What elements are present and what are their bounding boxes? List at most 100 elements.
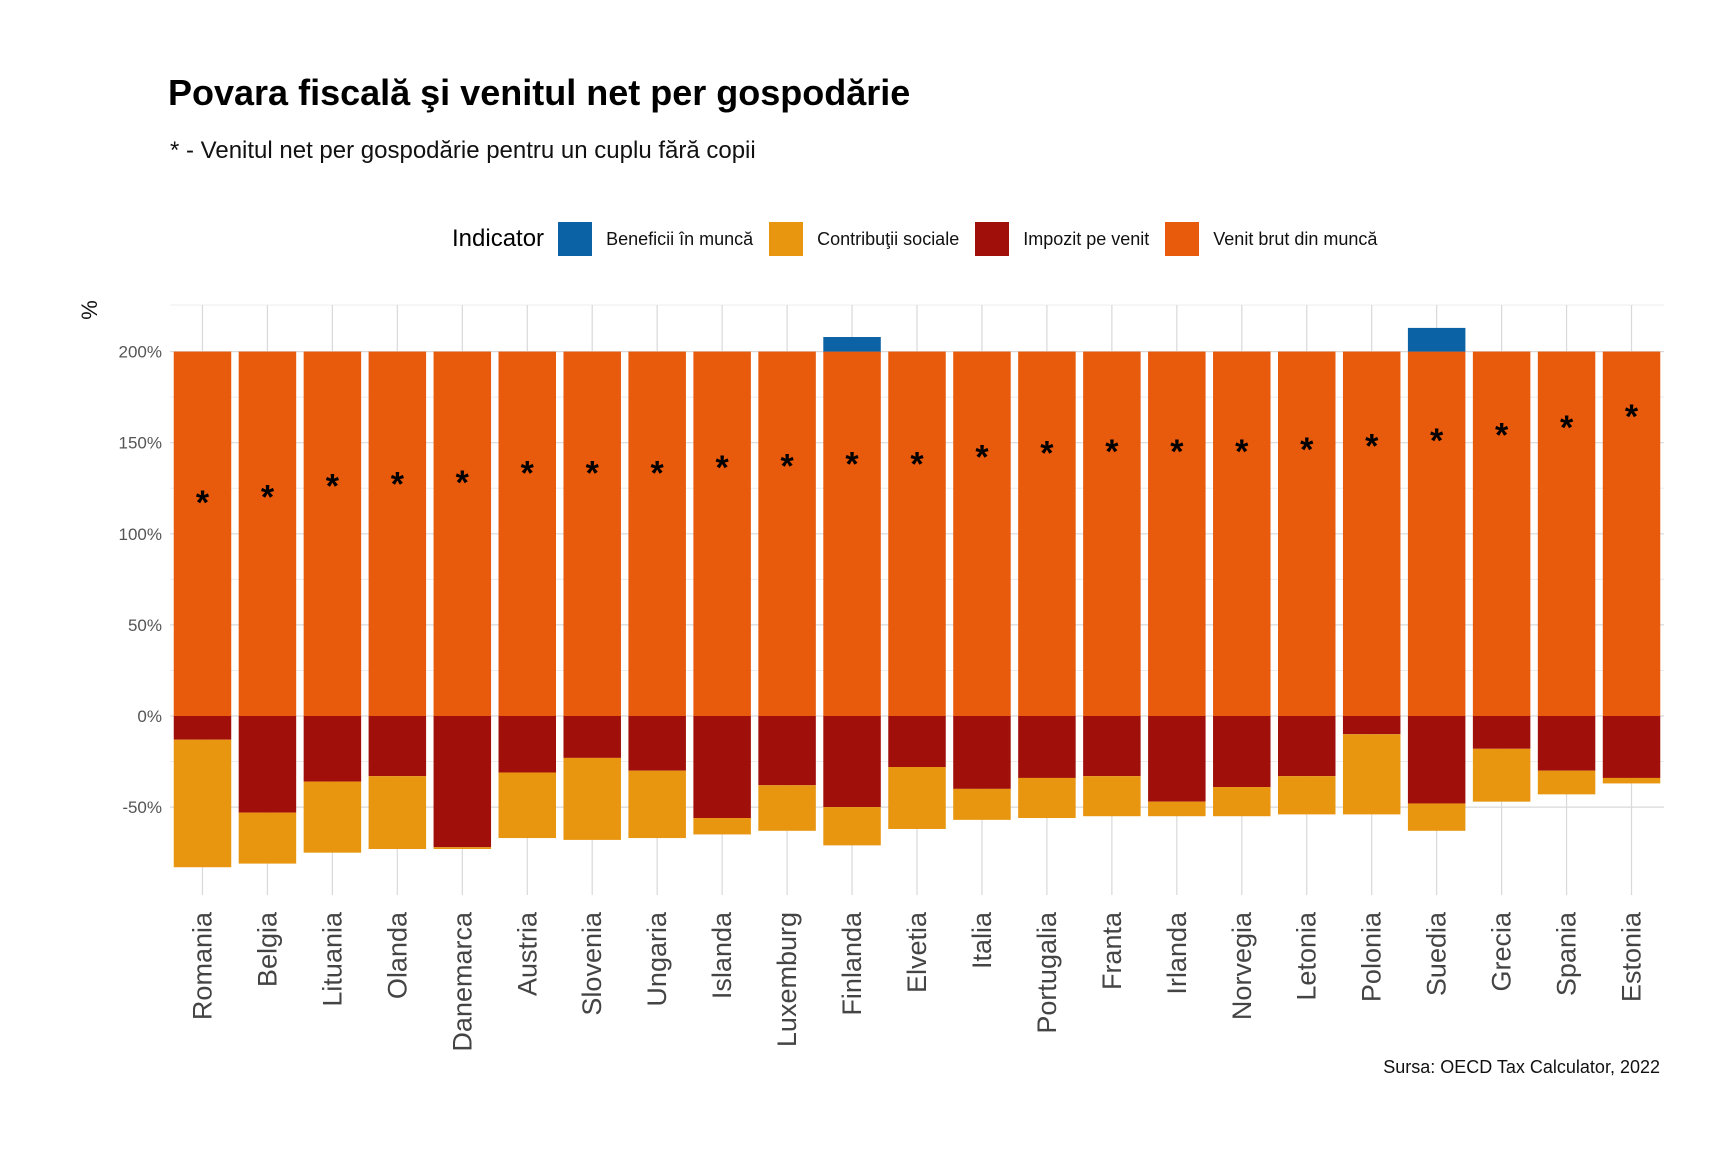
bar-luxemburg-series-0 bbox=[758, 351, 816, 716]
bar-danemarca-series-0 bbox=[433, 351, 492, 716]
bar-elvetia-series-0 bbox=[888, 351, 946, 716]
x-tick-label: Polonia bbox=[1357, 911, 1387, 1002]
bar-letonia-series-2 bbox=[1278, 716, 1336, 777]
legend-key-venit-brut bbox=[1165, 222, 1200, 256]
bar-austria-series-0 bbox=[498, 351, 557, 716]
bar-lituania-series-2 bbox=[303, 716, 362, 782]
bars bbox=[173, 327, 1661, 868]
bar-norvegia-series-3 bbox=[1213, 787, 1271, 817]
bar-franta-series-0 bbox=[1083, 351, 1141, 716]
bar-belgia-series-0 bbox=[238, 351, 297, 716]
bar-danemarca-series-3 bbox=[433, 847, 492, 849]
legend-item-beneficii: Beneficii în muncă bbox=[558, 222, 753, 256]
bar-olanda-series-3 bbox=[368, 776, 427, 850]
bar-spania-series-0 bbox=[1537, 351, 1596, 716]
x-tick-label: Islanda bbox=[707, 911, 737, 999]
y-tick-label: 150% bbox=[119, 434, 162, 453]
bar-polonia-series-3 bbox=[1342, 734, 1401, 815]
bar-islanda-series-2 bbox=[693, 716, 751, 819]
bar-austria-series-3 bbox=[498, 772, 557, 839]
legend-key-impozit bbox=[975, 222, 1010, 256]
chart-title: Povara fiscală şi venitul net per gospod… bbox=[168, 72, 911, 113]
x-tick-label: Spania bbox=[1552, 911, 1582, 996]
bar-ungaria-series-3 bbox=[628, 770, 686, 839]
bar-irlanda-series-0 bbox=[1148, 351, 1206, 716]
net-income-marker-grecia: * bbox=[1495, 416, 1509, 454]
bar-romania-series-3 bbox=[173, 739, 232, 868]
legend-label-beneficii: Beneficii în muncă bbox=[606, 228, 754, 249]
bar-grecia-series-0 bbox=[1472, 351, 1531, 716]
net-income-marker-estonia: * bbox=[1625, 398, 1639, 436]
x-tick-label: Irlanda bbox=[1162, 911, 1192, 995]
x-tick-label: Portugalia bbox=[1032, 911, 1062, 1034]
y-tick-label: 100% bbox=[119, 525, 162, 544]
net-income-marker-austria: * bbox=[521, 455, 535, 493]
chart-subtitle: * - Venitul net per gospodărie pentru un… bbox=[170, 137, 756, 164]
net-income-marker-norvegia: * bbox=[1235, 433, 1249, 471]
net-income-marker-franta: * bbox=[1105, 433, 1119, 471]
bar-lituania-series-3 bbox=[303, 781, 362, 853]
legend-title: Indicator bbox=[452, 225, 545, 252]
bar-belgia-series-3 bbox=[238, 812, 297, 864]
bar-danemarca-series-2 bbox=[433, 716, 492, 848]
x-tick-label: Elvetia bbox=[902, 911, 932, 993]
bar-slovenia-series-0 bbox=[563, 351, 621, 716]
y-axis-label: % bbox=[77, 300, 102, 320]
legend-key-beneficii bbox=[558, 222, 593, 256]
x-tick-label: Norvegia bbox=[1227, 911, 1257, 1020]
net-income-marker-elvetia: * bbox=[910, 446, 924, 484]
bar-polonia-series-2 bbox=[1342, 716, 1401, 735]
bar-spania-series-3 bbox=[1537, 770, 1596, 795]
bar-islanda-series-0 bbox=[693, 351, 751, 716]
bar-finlanda-series-2 bbox=[823, 716, 881, 808]
legend-item-contributii: Contribuţii sociale bbox=[769, 222, 959, 256]
net-income-marker-polonia: * bbox=[1365, 427, 1379, 465]
bar-norvegia-series-2 bbox=[1213, 716, 1271, 788]
net-income-marker-italia: * bbox=[975, 438, 989, 476]
bar-romania-series-2 bbox=[173, 716, 232, 740]
net-income-marker-lituania: * bbox=[326, 467, 340, 505]
net-income-markers: * * * * * * * * * * * * * * * * * * * * * * * bbox=[196, 398, 1639, 522]
bar-franta-series-2 bbox=[1083, 716, 1141, 777]
net-income-marker-ungaria: * bbox=[651, 455, 665, 493]
x-tick-label: Ungaria bbox=[642, 911, 672, 1007]
x-tick-label: Estonia bbox=[1617, 911, 1647, 1002]
axes: -50% 0% 50% 100% 150% 200%% Romania Belgia Litua… bbox=[77, 300, 1647, 1051]
net-income-marker-romania: * bbox=[196, 484, 210, 522]
x-tick-label: Romania bbox=[188, 911, 218, 1020]
net-income-marker-danemarca: * bbox=[456, 464, 470, 502]
bar-franta-series-3 bbox=[1083, 776, 1141, 817]
bar-polonia-series-0 bbox=[1342, 351, 1401, 716]
net-income-marker-olanda: * bbox=[391, 466, 405, 504]
bar-romania-series-0 bbox=[173, 351, 232, 716]
legend-key-contributii bbox=[769, 222, 804, 256]
net-income-marker-irlanda: * bbox=[1170, 433, 1184, 471]
legend-label-venit-brut: Venit brut din muncă bbox=[1213, 228, 1378, 249]
x-tick-label: Luxemburg bbox=[772, 912, 802, 1047]
x-tick-label: Lituania bbox=[317, 911, 347, 1007]
bar-letonia-series-0 bbox=[1278, 351, 1336, 716]
bar-irlanda-series-3 bbox=[1148, 801, 1206, 817]
bar-suedia-series-0 bbox=[1407, 351, 1466, 716]
bar-ungaria-series-2 bbox=[628, 716, 686, 771]
y-tick-label: -50% bbox=[122, 798, 162, 817]
net-income-marker-luxemburg: * bbox=[780, 447, 794, 485]
bar-luxemburg-series-2 bbox=[758, 716, 816, 786]
net-income-marker-islanda: * bbox=[716, 449, 730, 487]
x-tick-label: Belgia bbox=[252, 911, 282, 987]
bar-portugalia-series-3 bbox=[1018, 777, 1076, 819]
bar-portugalia-series-2 bbox=[1018, 716, 1076, 778]
bar-suedia-series-2 bbox=[1407, 716, 1466, 804]
bar-portugalia-series-0 bbox=[1018, 351, 1076, 716]
bar-letonia-series-3 bbox=[1278, 776, 1336, 815]
y-tick-label: 50% bbox=[128, 616, 162, 635]
net-income-marker-spania: * bbox=[1560, 409, 1574, 447]
y-tick-label: 0% bbox=[137, 707, 162, 726]
bar-olanda-series-2 bbox=[368, 716, 427, 777]
x-tick-label: Finlanda bbox=[837, 911, 867, 1016]
bar-olanda-series-0 bbox=[368, 351, 427, 716]
net-income-marker-belgia: * bbox=[261, 478, 275, 516]
x-tick-label: Franta bbox=[1097, 911, 1127, 990]
bar-estonia-series-0 bbox=[1602, 351, 1661, 716]
